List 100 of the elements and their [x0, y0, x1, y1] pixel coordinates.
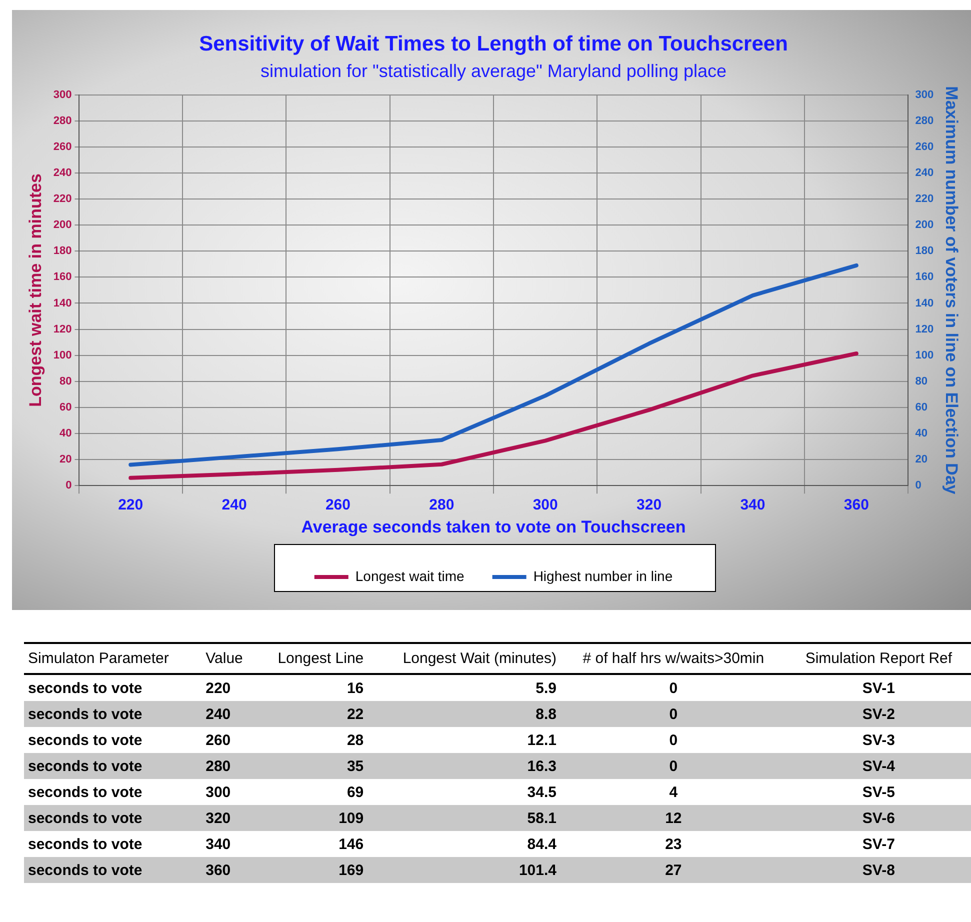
y-tick-label: 160 — [53, 271, 72, 284]
text: 280 — [202, 753, 256, 779]
text: 8.8 — [368, 701, 560, 727]
x-tick-label: 280 — [429, 496, 454, 514]
y2-tick-label: 140 — [915, 297, 934, 310]
chart-title: Sensitivity of Wait Times to Length of time on Touchscreen — [199, 32, 788, 56]
legend-label: Highest number in line — [533, 568, 673, 584]
text: 0 — [668, 730, 679, 750]
text: seconds to vote — [24, 857, 202, 883]
text: 28 — [346, 730, 365, 750]
x-tick-label: 240 — [222, 496, 247, 514]
text: 34.5 — [526, 782, 558, 802]
y-tick-label: 240 — [53, 166, 72, 179]
text: 16.3 — [368, 753, 560, 779]
text: 240 — [202, 701, 256, 727]
text: Longest Wait (minutes) — [368, 643, 560, 674]
text: 58.1 — [368, 805, 560, 831]
text: SV-1 — [861, 678, 896, 698]
y2-tick-label: 160 — [915, 271, 934, 284]
y2-tick-label: 40 — [915, 428, 928, 440]
y2-tick-label: 20 — [915, 454, 928, 466]
text: SV-2 — [786, 701, 971, 727]
text: Longest Line — [256, 643, 368, 674]
text: 169 — [256, 857, 368, 883]
y2-axis-title: Maximum number of voters in line on Election Day — [942, 86, 962, 495]
y-tick-label: 300 — [53, 88, 72, 101]
text: seconds to vote — [27, 678, 144, 698]
x-axis-title: Average seconds taken to vote on Touchscreen — [301, 517, 686, 536]
text: seconds to vote — [24, 805, 202, 831]
text: # of half hrs w/waits>30min — [560, 643, 786, 674]
y-tick-label: 40 — [60, 428, 72, 440]
y2-tick-label: 200 — [915, 219, 934, 232]
x-tick-label: 360 — [844, 496, 869, 514]
text: seconds to vote — [24, 701, 202, 727]
text: 220 — [204, 678, 232, 698]
text: 0 — [560, 753, 786, 779]
text: 0 — [668, 678, 679, 698]
text: Value — [202, 643, 256, 674]
text: 69 — [346, 782, 365, 802]
text: 360 — [202, 857, 256, 883]
text: seconds to vote — [27, 730, 144, 750]
text: 12.1 — [526, 730, 558, 750]
text: seconds to vote — [27, 782, 144, 802]
y-tick-label: 20 — [60, 454, 72, 466]
y2-tick-label: 220 — [915, 193, 934, 206]
y2-tick-label: 240 — [915, 166, 934, 179]
text: SV-3 — [861, 730, 896, 750]
y-tick-label: 100 — [53, 349, 72, 362]
text: SV-5 — [861, 782, 896, 802]
y-tick-label: 220 — [53, 193, 72, 206]
y2-tick-label: 60 — [915, 401, 928, 414]
y2-tick-label: 180 — [915, 245, 934, 258]
text: 4 — [668, 782, 679, 802]
y-tick-label: 280 — [53, 114, 72, 127]
y-tick-label: 60 — [60, 401, 72, 414]
y-tick-label: 0 — [66, 480, 72, 492]
text: 300 — [204, 782, 232, 802]
chart-subtitle: simulation for "statistically average" Maryland polling place — [260, 60, 726, 81]
y-tick-label: 140 — [53, 297, 72, 310]
y-tick-label: 260 — [53, 140, 72, 153]
x-tick-label: 300 — [532, 496, 558, 514]
y2-tick-label: 100 — [915, 349, 934, 362]
y-tick-label: 180 — [53, 245, 72, 258]
text: 35 — [256, 753, 368, 779]
text: SV-8 — [786, 857, 971, 883]
text: 260 — [204, 730, 232, 750]
x-tick-label: 320 — [636, 496, 662, 514]
text: 101.4 — [368, 857, 560, 883]
text: seconds to vote — [27, 834, 144, 854]
text: SV-7 — [861, 834, 896, 854]
y2-tick-label: 280 — [915, 114, 934, 127]
text: 109 — [256, 805, 368, 831]
text: 84.4 — [526, 834, 558, 854]
x-tick-label: 340 — [740, 496, 766, 514]
text: SV-4 — [786, 753, 971, 779]
y-axis-title: Longest wait time in minutes — [26, 174, 45, 407]
text: 5.9 — [534, 678, 558, 698]
text: 16 — [346, 678, 365, 698]
y2-tick-label: 80 — [915, 375, 928, 388]
y2-tick-label: 260 — [915, 140, 934, 153]
y2-tick-label: 120 — [915, 323, 934, 336]
text: 22 — [256, 701, 368, 727]
text: Simulaton Parameter — [24, 643, 202, 674]
text: 12 — [560, 805, 786, 831]
y-tick-label: 80 — [60, 375, 72, 388]
y-tick-label: 200 — [53, 219, 72, 232]
x-tick-label: 220 — [118, 496, 144, 514]
text: 27 — [560, 857, 786, 883]
text: 340 — [204, 834, 232, 854]
text: Simulation Report Ref — [786, 643, 971, 674]
text: 146 — [338, 834, 365, 854]
text: seconds to vote — [24, 753, 202, 779]
y2-tick-label: 300 — [915, 88, 934, 101]
legend-label: Longest wait time — [355, 568, 465, 584]
text: 0 — [560, 701, 786, 727]
x-tick-label: 260 — [325, 496, 350, 514]
text: 320 — [202, 805, 256, 831]
y2-tick-label: 0 — [915, 480, 922, 492]
text: SV-6 — [786, 805, 971, 831]
text: 23 — [664, 834, 683, 854]
